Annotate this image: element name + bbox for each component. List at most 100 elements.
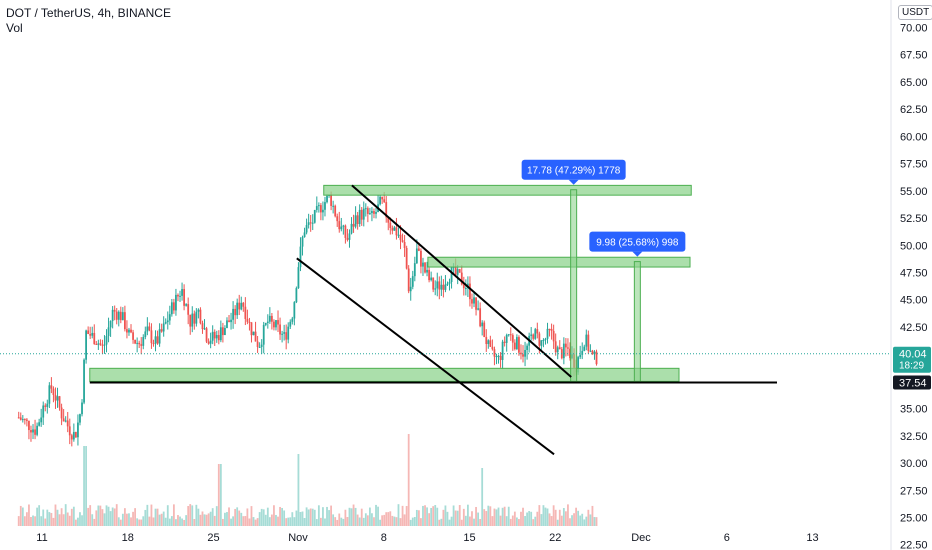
y-tick-label: 62.50 [900, 104, 928, 116]
candle-body [213, 331, 216, 339]
candle-body [28, 420, 30, 431]
volume-bar [46, 509, 49, 526]
volume-bar [60, 508, 63, 526]
candle [499, 352, 502, 368]
candle [593, 350, 596, 360]
volume-bar [389, 511, 392, 526]
candle [258, 342, 261, 348]
candle [56, 387, 59, 408]
candle-body [252, 331, 255, 336]
y-tick-label: 52.50 [900, 213, 928, 225]
candle [401, 233, 404, 243]
candle-body [366, 208, 369, 214]
chart-header: DOT / TetherUS, 4h, BINANCE Vol [6, 6, 171, 36]
candle [558, 340, 561, 350]
volume-bar [240, 512, 243, 526]
candle [279, 317, 281, 340]
candle [93, 324, 96, 345]
candle-body [362, 208, 365, 220]
candle [542, 338, 545, 348]
volume-bar [315, 519, 318, 526]
candle-body [93, 332, 96, 345]
volume-bar [285, 518, 288, 526]
candle-body [83, 359, 85, 403]
candle-body [107, 327, 110, 337]
volume-bar [189, 504, 192, 526]
x-tick-label: 18 [122, 532, 134, 544]
y-tick-label: 55.00 [900, 186, 928, 198]
candle-body [191, 313, 194, 327]
candle [224, 325, 226, 336]
volume-bar [452, 505, 455, 526]
candle-body [224, 327, 226, 336]
volume-bar [34, 516, 36, 526]
candle [546, 322, 549, 344]
x-tick-label: 15 [463, 532, 475, 544]
x-tick-label: 11 [36, 532, 47, 544]
volume-bar [123, 508, 126, 526]
candle [187, 297, 190, 325]
candle-body [273, 321, 275, 328]
volume-bar [507, 506, 510, 526]
candle-body [287, 326, 290, 340]
zone-support [89, 367, 680, 382]
candle [375, 207, 377, 219]
candle-body [21, 419, 24, 421]
support-badge-bg [893, 375, 931, 390]
volume-bar [444, 505, 447, 526]
candle [450, 266, 453, 289]
candle-body [58, 396, 61, 408]
candle-body [483, 322, 486, 338]
candle-body [238, 302, 241, 310]
candle [287, 322, 290, 344]
candle-body [279, 324, 281, 335]
volume-bar [393, 516, 396, 526]
volume-bar [579, 515, 582, 526]
candle [301, 235, 304, 256]
candle-body [432, 277, 435, 290]
candle [277, 310, 279, 332]
candle-body [338, 221, 341, 230]
candle-body [501, 341, 504, 360]
volume-bar [309, 508, 312, 526]
candle-body [593, 351, 596, 355]
volume-bar [471, 511, 473, 526]
candle [322, 201, 324, 221]
volume-bar [303, 518, 306, 526]
volume-bar [534, 516, 537, 526]
candle-body [469, 283, 471, 300]
candle-body [487, 340, 490, 345]
volume-bar [440, 518, 443, 526]
candle [72, 423, 75, 442]
candle [103, 335, 106, 354]
candle-body [36, 425, 38, 435]
candle-body [456, 269, 459, 275]
candle-body [493, 349, 496, 357]
volume-bar [48, 512, 51, 526]
volume-bar [199, 514, 202, 526]
candle-body [72, 432, 75, 440]
candle [501, 339, 504, 370]
candle [81, 399, 83, 417]
volume-bar [338, 513, 341, 526]
candle [515, 334, 518, 351]
candle [319, 203, 322, 221]
candle-body [346, 237, 349, 240]
volume-bar [373, 517, 375, 526]
candle-body [193, 313, 196, 324]
volume-bar [356, 514, 359, 526]
last-price-badge: 40.04 [899, 349, 927, 361]
volume-bar [403, 514, 406, 526]
volume-bar [311, 508, 314, 526]
volume-bar [591, 505, 594, 526]
candle-body [548, 328, 551, 330]
candle [113, 305, 116, 321]
currency-badge[interactable]: USDT [898, 5, 932, 20]
volume-bar [473, 518, 475, 526]
candle-body [518, 337, 520, 353]
candle-body [56, 396, 59, 401]
trendline-channel-upper [351, 184, 572, 378]
volume-bar [40, 516, 43, 526]
candle-body [32, 429, 34, 433]
